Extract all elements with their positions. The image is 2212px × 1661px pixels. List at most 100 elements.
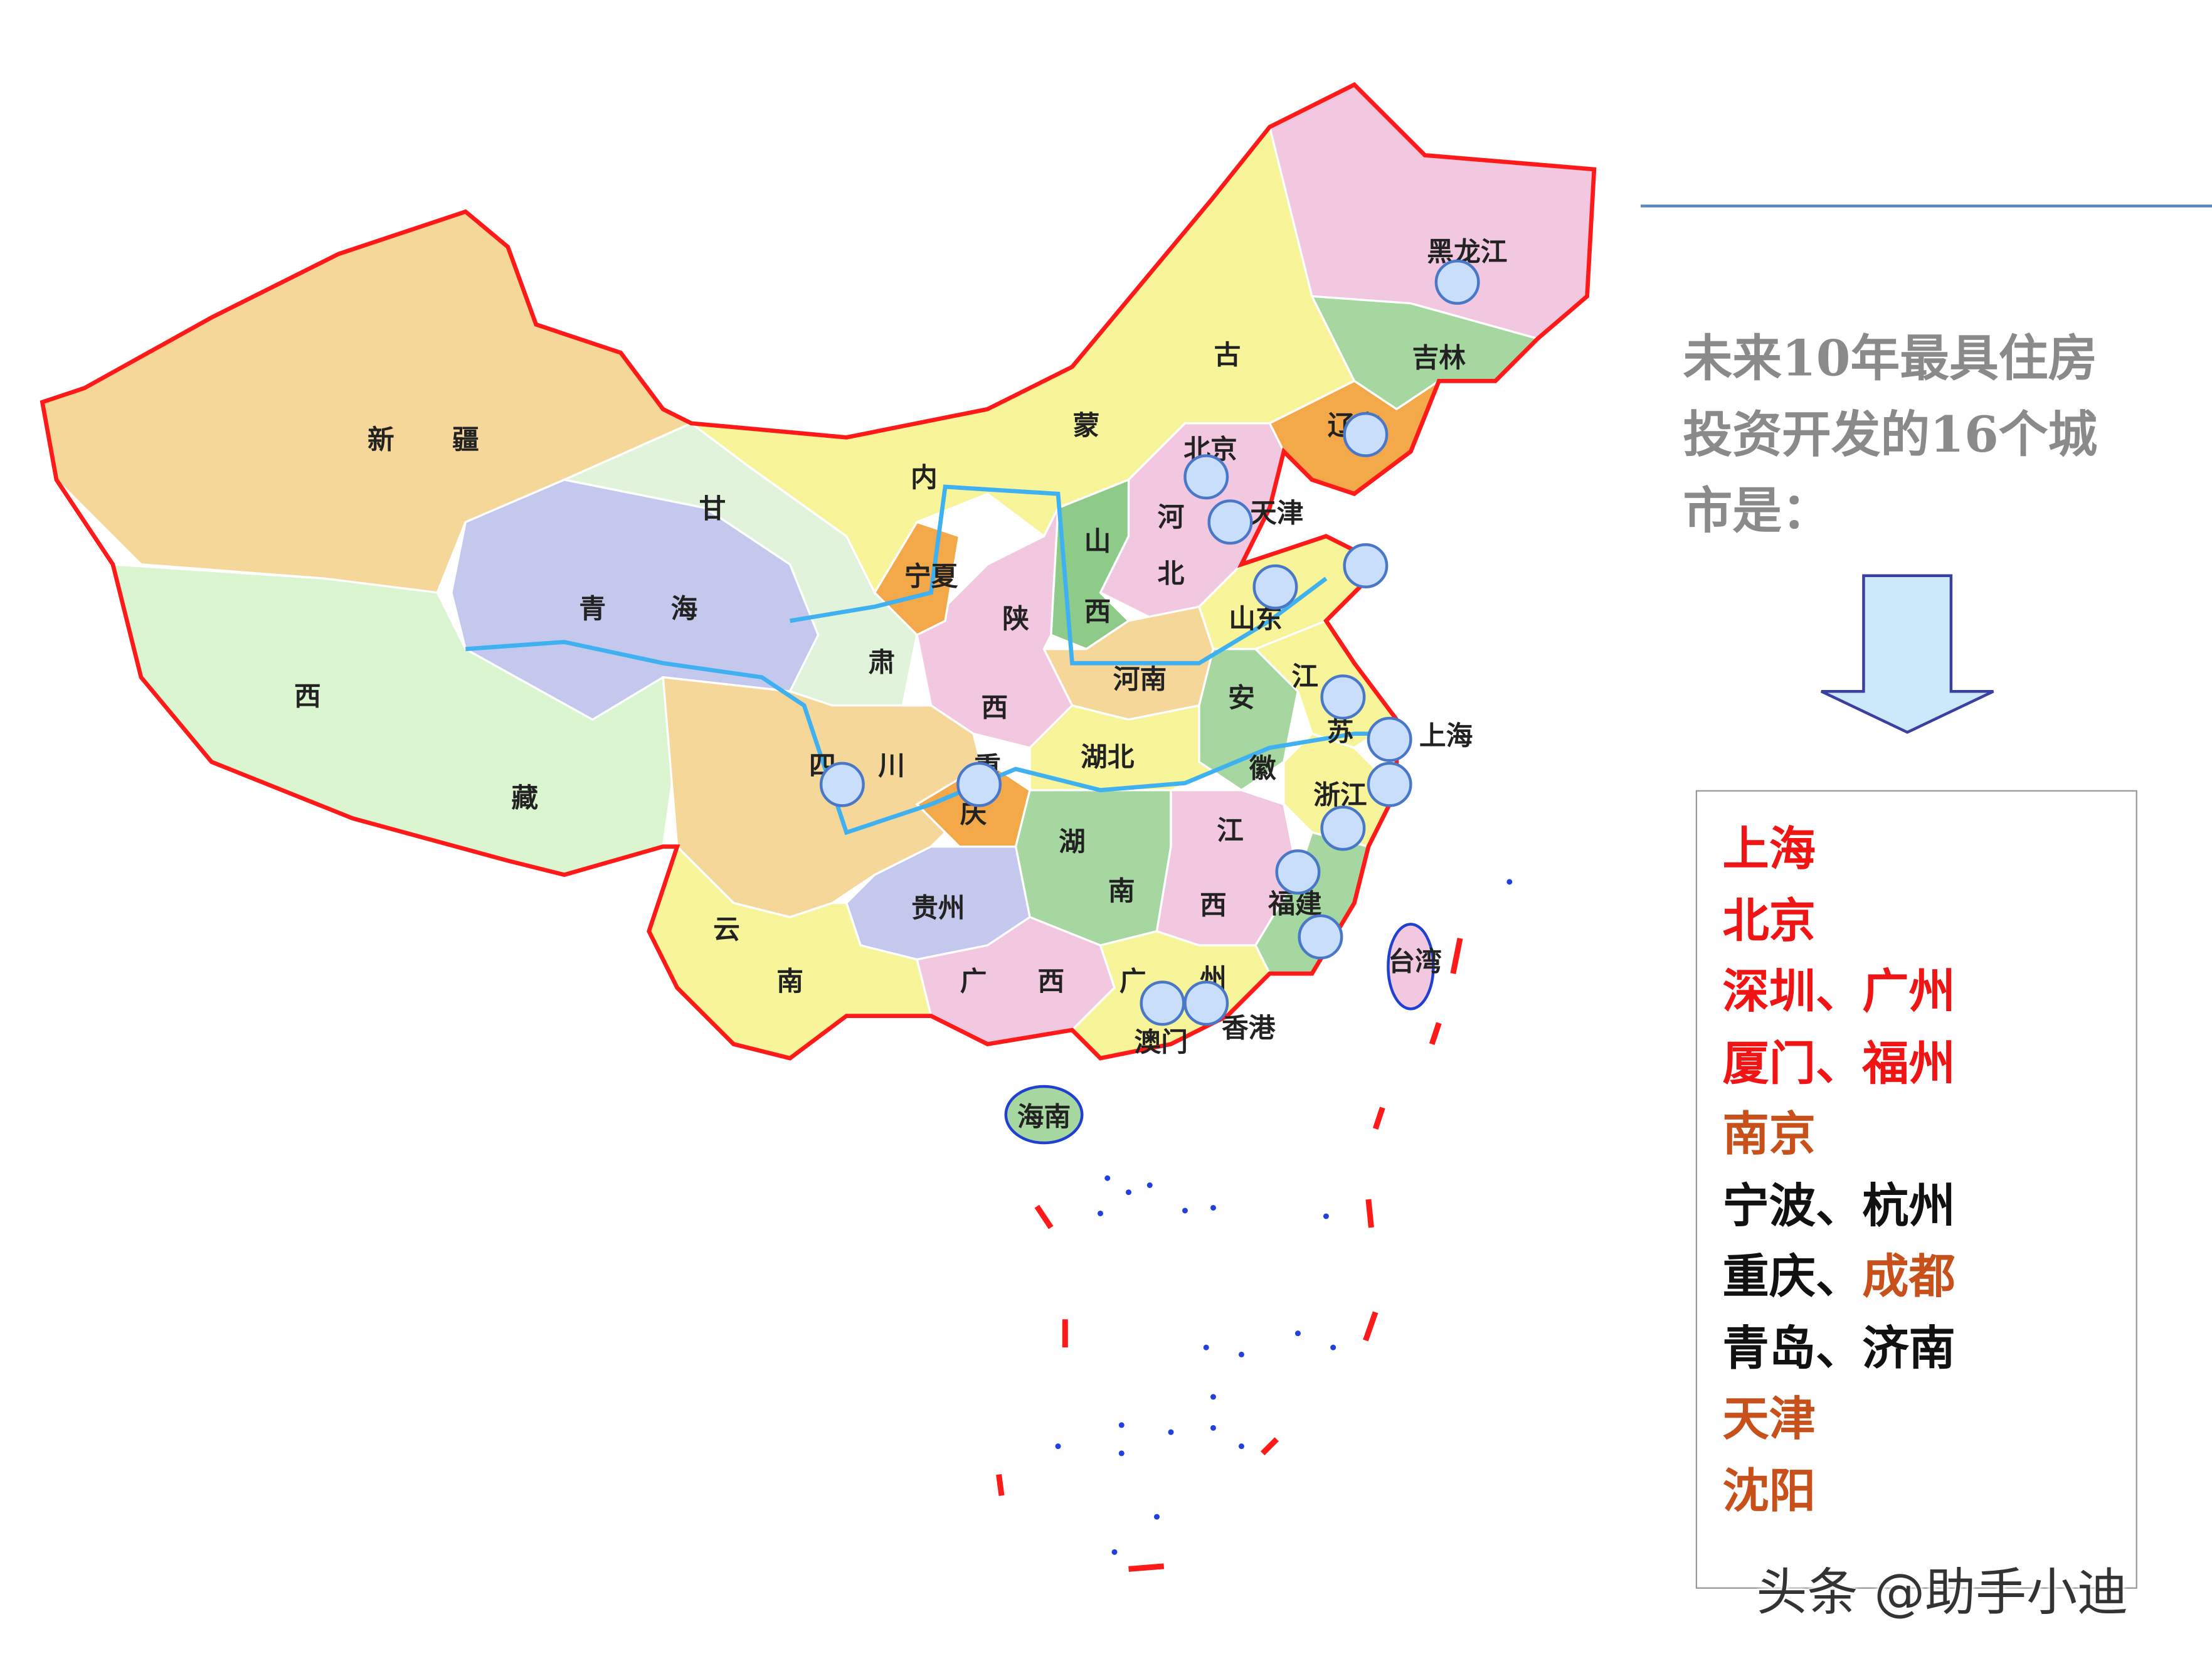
maritime-boundary-dash <box>1261 1437 1279 1456</box>
city-list-row: 北京 <box>1723 883 1816 950</box>
city-marker[interactable] <box>1207 499 1253 545</box>
province-label: 苏 <box>1327 716 1354 748</box>
rivers <box>465 484 1397 836</box>
heading-line: 未来10年最具住房 <box>1683 330 2098 388</box>
city-marker[interactable] <box>956 762 1002 807</box>
heading: 未来10年最具住房 投资开发的16个城 市是： <box>1683 322 2149 550</box>
island-dot <box>1330 1344 1336 1351</box>
city-marker[interactable] <box>1298 914 1343 960</box>
province-label: 贵州 <box>911 893 965 924</box>
province-label: 吉林 <box>1412 342 1466 374</box>
city-marker[interactable] <box>819 762 865 807</box>
province-label: 内 <box>911 462 938 494</box>
province-label: 湖北 <box>1081 741 1135 773</box>
province-label: 西 <box>294 681 321 713</box>
province-label: 海 <box>671 593 698 625</box>
island-dot <box>1210 1425 1216 1431</box>
city-name: 南京 <box>1722 1106 1816 1162</box>
province-label: 西 <box>1200 890 1227 921</box>
city-list-row: 深圳、广州 <box>1723 954 1955 1022</box>
island-dot <box>1146 1182 1153 1188</box>
province-label: 西 <box>1084 597 1111 628</box>
province-label: 广 <box>960 966 987 997</box>
island-dot <box>1182 1207 1188 1214</box>
city-name: 北京 <box>1722 892 1816 948</box>
city-marker[interactable] <box>1320 805 1366 851</box>
province-label: 上海 <box>1419 721 1473 752</box>
down-arrow-icon <box>1821 574 1994 734</box>
province-hainan <box>1004 1085 1084 1145</box>
island-dot <box>1294 1330 1301 1337</box>
province-label: 西 <box>981 693 1008 724</box>
river <box>790 484 1328 666</box>
city-marker[interactable] <box>1252 564 1298 610</box>
city-list-row: 沈阳 <box>1723 1453 1816 1520</box>
city-name: 沈阳 <box>1722 1462 1816 1518</box>
island-dot <box>1154 1514 1160 1520</box>
province-label: 甘 <box>699 494 726 525</box>
province-label: 云 <box>713 914 740 945</box>
province-label: 古 <box>1214 339 1241 371</box>
provinces <box>40 82 1597 1145</box>
province-label: 海南 <box>1017 1101 1071 1133</box>
island-dot <box>1055 1443 1061 1450</box>
city-marker[interactable] <box>1343 411 1389 457</box>
province-label: 青 <box>579 593 606 625</box>
city-marker[interactable] <box>1343 543 1389 588</box>
province-taiwan <box>1387 923 1435 1011</box>
province-label: 陕 <box>1002 603 1029 635</box>
maritime-boundary-dash <box>1450 937 1463 974</box>
city-list-box: 上海 北京 深圳、广州 厦门、福州 南京 宁波、杭州 重庆、成都 青岛、济南 天津 沈阳 <box>1695 790 2137 1589</box>
maritime-boundary-dash <box>1363 1311 1379 1342</box>
city-name: 重庆、 <box>1722 1248 1863 1304</box>
province-label: 肃 <box>869 647 896 679</box>
south-sea-islands <box>996 879 1513 1572</box>
province-label: 南 <box>776 966 803 997</box>
china-province-map: 黑龙江吉林辽宁古蒙内新疆甘肃青海西藏宁夏陕西山西北京河北天津山东河南安徽江苏上海… <box>40 82 1597 1572</box>
province-label: 藏 <box>511 783 538 814</box>
city-marker[interactable] <box>1367 716 1412 762</box>
island-dot <box>1238 1351 1244 1357</box>
maritime-boundary-dash <box>1372 1106 1385 1130</box>
city-list-row: 天津 <box>1723 1381 1816 1449</box>
city-list-row: 重庆、成都 <box>1723 1239 1955 1307</box>
island-dot <box>1210 1204 1216 1211</box>
province-label: 疆 <box>452 424 479 455</box>
island-dot <box>1118 1422 1125 1428</box>
city-marker[interactable] <box>1367 762 1412 807</box>
city-marker[interactable] <box>1320 674 1366 720</box>
city-marker[interactable] <box>1183 454 1229 500</box>
city-list-row: 上海 <box>1723 811 1816 879</box>
province-label: 川 <box>878 750 905 782</box>
city-marker[interactable] <box>1183 980 1229 1026</box>
maritime-boundary-dash <box>1429 1022 1442 1045</box>
island-dot <box>1203 1344 1209 1351</box>
province-label: 西 <box>1037 966 1064 997</box>
island-dot <box>1506 879 1513 885</box>
maritime-boundary-dash <box>996 1474 1005 1496</box>
city-name: 杭州 <box>1862 1177 1955 1233</box>
island-dot <box>1111 1549 1118 1555</box>
city-name: 深圳、 <box>1722 963 1863 1019</box>
province-label: 广 <box>1119 966 1146 997</box>
province-label: 天津 <box>1250 497 1303 529</box>
maritime-boundary-dash <box>1128 1563 1165 1572</box>
city-name: 济南 <box>1862 1320 1955 1376</box>
city-list-row: 南京 <box>1723 1096 1816 1164</box>
island-dot <box>1323 1213 1329 1219</box>
province-label: 宁夏 <box>904 561 958 593</box>
island-dot <box>1098 1210 1104 1216</box>
city-name: 青岛、 <box>1722 1320 1863 1376</box>
province-label: 湖 <box>1059 826 1086 857</box>
city-marker[interactable] <box>1140 980 1185 1026</box>
island-dot <box>1126 1189 1132 1196</box>
province-label: 江 <box>1217 815 1244 846</box>
city-marker[interactable] <box>1434 259 1480 305</box>
maritime-boundary-dash <box>1365 1199 1374 1228</box>
province-label: 山 <box>1084 526 1111 557</box>
island-dot <box>1238 1443 1244 1450</box>
city-marker[interactable] <box>1275 849 1321 895</box>
city-name: 成都 <box>1862 1248 1955 1304</box>
province-label: 河南 <box>1113 664 1167 696</box>
